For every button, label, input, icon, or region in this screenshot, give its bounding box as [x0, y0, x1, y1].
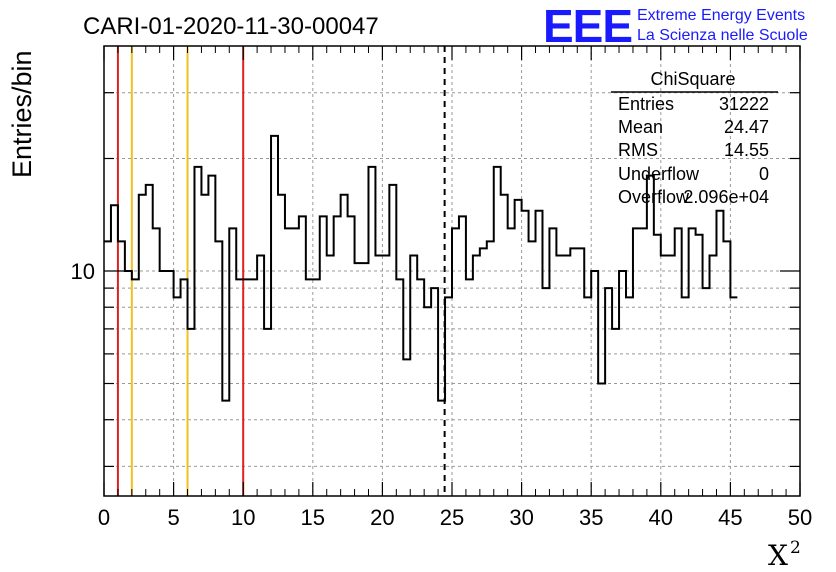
x-axis-label-superscript: 2 [790, 538, 801, 558]
stats-mean-label: Mean [618, 117, 663, 137]
x-tick-label: 45 [718, 505, 742, 530]
y-axis-label: Entries/bin [7, 50, 37, 178]
x-tick-label: 20 [370, 505, 394, 530]
stats-entries-value: 31222 [719, 94, 769, 114]
stats-overflow-label: Overflow [618, 187, 690, 207]
x-tick-label: 30 [509, 505, 533, 530]
stats-box: ChiSquare Entries 31222 Mean 24.47 RMS 1… [611, 69, 778, 207]
x-tick-label: 15 [301, 505, 325, 530]
histogram-line [104, 134, 738, 402]
plot-frame [103, 45, 801, 497]
x-tick-label: 5 [167, 505, 179, 530]
x-tick-label: 35 [579, 505, 603, 530]
x-axis-label: X 2 [768, 538, 801, 572]
stats-rms-value: 14.55 [724, 140, 769, 160]
stats-underflow-label: Underflow [618, 164, 700, 184]
x-tick-label: 25 [440, 505, 464, 530]
logo-line-1: Extreme Energy Events [637, 7, 805, 24]
logo-mark: EEE [543, 0, 632, 52]
x-tick-label: 50 [788, 505, 812, 530]
stats-underflow-value: 0 [759, 164, 769, 184]
x-tick-label: 0 [98, 505, 110, 530]
x-tick-label: 10 [231, 505, 255, 530]
chart-title: CARI-01-2020-11-30-00047 [83, 13, 379, 40]
stats-overflow-value: 2.096e+04 [683, 187, 769, 207]
logo-line-2: La Scienza nelle Scuole [637, 27, 808, 44]
stats-entries-label: Entries [618, 94, 674, 114]
stats-mean-value: 24.47 [724, 117, 769, 137]
stats-rms-label: RMS [618, 140, 658, 160]
x-tick-label: 40 [649, 505, 673, 530]
x-axis-label-text: X [768, 539, 788, 572]
y-tick-label: 10 [71, 259, 95, 284]
eee-logo: EEE Extreme Energy Events La Scienza nel… [543, 0, 808, 52]
tick-labels: 0 5 10 15 20 25 30 35 40 45 50 10 [71, 259, 813, 530]
stats-title: ChiSquare [650, 69, 735, 89]
